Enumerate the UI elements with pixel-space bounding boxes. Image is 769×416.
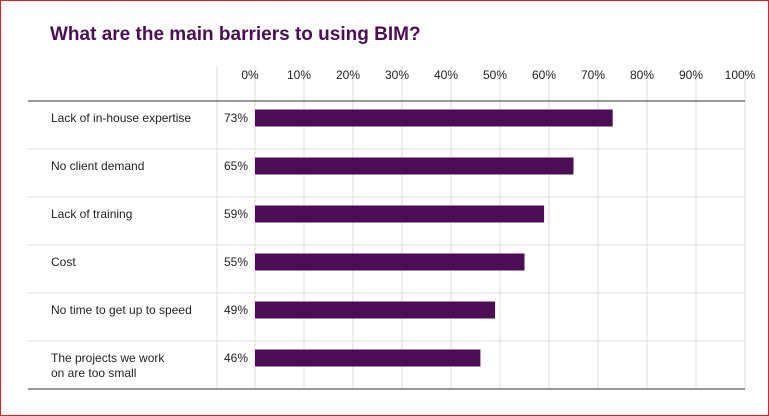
category-label-line: Cost [51, 255, 76, 269]
bar [255, 157, 574, 175]
x-tick-label: 60% [532, 68, 556, 82]
category-label: Lack of training [51, 207, 132, 221]
x-tick-label: 50% [483, 68, 507, 82]
category-label: Cost [51, 255, 76, 269]
chart-title: What are the main barriers to using BIM? [50, 24, 421, 45]
bar [255, 109, 613, 127]
category-label-line: Lack of training [51, 207, 132, 221]
category-label-line: No client demand [51, 159, 144, 173]
x-tick-label: 0% [241, 68, 259, 82]
x-tick-label: 100% [725, 68, 756, 82]
bar [255, 205, 545, 223]
x-tick-label: 10% [287, 68, 311, 82]
x-tick-label: 90% [679, 68, 703, 82]
category-label: No client demand [51, 159, 144, 173]
category-label: Lack of in-house expertise [51, 111, 191, 125]
category-label-line: No time to get up to speed [51, 303, 192, 317]
category-label-line: on are too small [51, 366, 136, 380]
x-tick-label: 40% [434, 68, 458, 82]
value-label: 59% [224, 207, 248, 221]
x-tick-label: 30% [385, 68, 409, 82]
value-label: 73% [224, 111, 248, 125]
category-label: No time to get up to speed [51, 303, 192, 317]
x-tick-label: 80% [630, 68, 654, 82]
x-tick-label: 20% [336, 68, 360, 82]
bar [255, 301, 496, 319]
value-label: 55% [224, 255, 248, 269]
category-label: The projects we work on are too small [51, 351, 165, 380]
bar [255, 253, 525, 271]
x-tick-label: 70% [581, 68, 605, 82]
category-label-line: Lack of in-house expertise [51, 111, 191, 125]
bar [255, 349, 481, 367]
category-label-line: The projects we work [51, 351, 165, 365]
value-label: 46% [224, 351, 248, 365]
value-label: 65% [224, 159, 248, 173]
value-label: 49% [224, 303, 248, 317]
